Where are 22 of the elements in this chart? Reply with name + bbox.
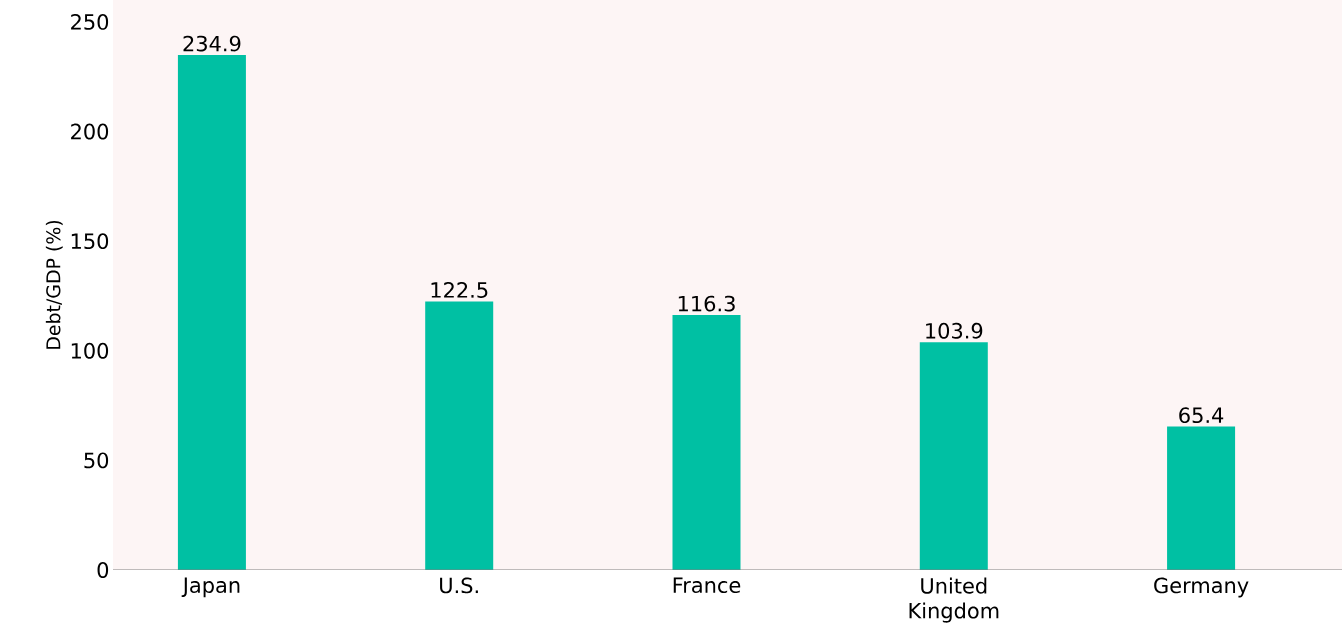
data-label: 234.9	[183, 35, 241, 52]
data-label: 103.9	[926, 322, 983, 339]
y-tick-label: 0	[97, 562, 109, 578]
bar	[919, 342, 988, 570]
y-tick-label: 150	[71, 233, 109, 250]
y-tick-label: 100	[71, 342, 109, 359]
data-label: 116.3	[678, 295, 735, 312]
bar	[177, 55, 246, 570]
bar	[425, 301, 494, 570]
y-tick-label: 250	[71, 14, 109, 30]
y-tick-label: 200	[71, 123, 109, 140]
bar	[1167, 426, 1236, 570]
bar	[672, 315, 741, 570]
x-tick-label: Germany	[1154, 577, 1249, 598]
data-label: 122.5	[431, 282, 488, 298]
data-label: 65.4	[1179, 407, 1224, 424]
x-tick-label: United Kingdom	[909, 577, 999, 623]
x-tick-label: Japan	[181, 577, 240, 598]
x-tick-label: France	[673, 577, 741, 594]
y-axis-title: Debt/GDP (%)	[45, 220, 63, 349]
x-tick-label: U.S.	[440, 577, 478, 594]
y-tick-label: 50	[84, 452, 109, 469]
